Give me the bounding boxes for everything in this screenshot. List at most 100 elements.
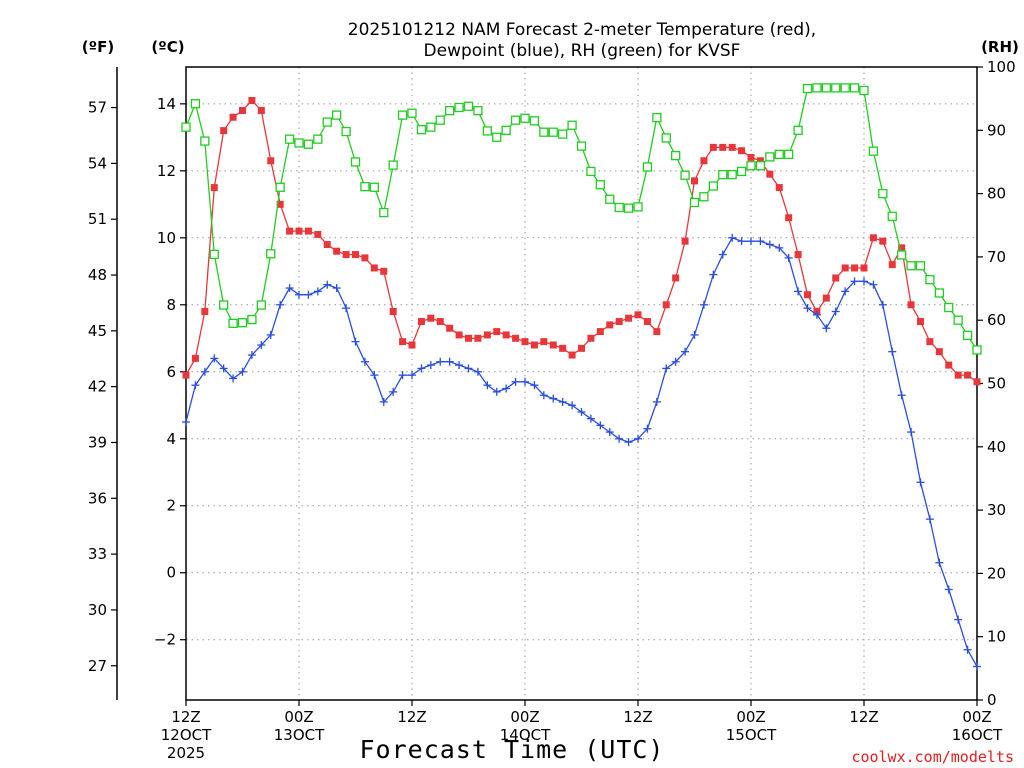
temperature-point — [474, 334, 482, 342]
dewpoint-point — [191, 381, 200, 390]
rh-point — [294, 138, 304, 148]
dewpoint-point — [907, 428, 916, 437]
rh-point — [812, 83, 822, 93]
celsius-unit-label: (ºC) — [151, 38, 184, 56]
celsius-tick-label: 6 — [166, 363, 176, 381]
dewpoint-point — [888, 347, 897, 356]
temperature-point — [342, 251, 350, 259]
rh-point — [454, 102, 464, 113]
celsius-tick-label: 14 — [157, 95, 176, 113]
fahrenheit-axis-ticks: 27 30 33 36 39 42 45 48 51 54 57 — [88, 99, 117, 675]
rh-tick-label: 50 — [987, 375, 1006, 393]
dewpoint-point — [398, 371, 407, 380]
temperature-point — [361, 254, 369, 262]
dewpoint-point — [436, 357, 445, 366]
rh-point — [699, 192, 709, 202]
celsius-tick-label: 8 — [166, 296, 176, 314]
rh-point — [934, 288, 944, 298]
dewpoint-point — [426, 361, 435, 370]
dewpoint-point — [728, 233, 737, 242]
time-tick-label: 00Z — [736, 708, 765, 726]
dewpoint-point — [869, 280, 878, 289]
temperature-point — [540, 338, 548, 346]
dewpoint-point — [549, 394, 558, 403]
temperature-point — [926, 338, 934, 346]
rh-point — [708, 181, 718, 191]
dewpoint-point — [379, 397, 388, 406]
rh-point — [426, 122, 436, 132]
chart-title-line2: Dewpoint (blue), RH (green) for KVSF — [424, 41, 741, 61]
rh-point — [350, 157, 361, 167]
temperature-point — [446, 324, 454, 332]
temperature-point — [898, 244, 906, 252]
dewpoint-point — [210, 354, 219, 363]
dewpoint-point — [200, 367, 209, 376]
temperature-point — [672, 274, 680, 282]
celsius-axis-ticks: −2 0 2 4 6 8 10 12 14 — [154, 95, 186, 649]
dewpoint-point — [690, 330, 699, 339]
rh-point — [548, 127, 558, 137]
rh-point — [623, 203, 634, 213]
temperature-point — [201, 307, 209, 315]
rh-point — [793, 125, 803, 135]
dewpoint-point — [577, 407, 586, 416]
time-tick-label: 12Z — [849, 708, 878, 726]
rh-point — [181, 122, 191, 132]
dewpoint-point — [973, 662, 981, 671]
temperature-point — [210, 184, 218, 192]
temperature-point — [239, 107, 246, 115]
rh-point — [237, 318, 248, 328]
dewpoint-point — [634, 434, 642, 443]
temperature-point — [756, 157, 764, 165]
date-tick-label: 13OCT — [274, 726, 325, 744]
dewpoint-point — [408, 371, 416, 380]
temperature-point — [615, 318, 623, 326]
rh-tick-label: 100 — [987, 58, 1016, 76]
dewpoint-point — [417, 364, 426, 373]
temperature-point — [436, 318, 444, 326]
rh-tick-label: 40 — [987, 438, 1006, 456]
dewpoint-point — [671, 357, 680, 366]
dewpoint-point — [709, 270, 718, 279]
dewpoint-point — [944, 585, 953, 594]
temperature-point — [559, 344, 567, 352]
temperature-point — [389, 307, 397, 315]
temperature-point — [370, 264, 378, 272]
date-tick-label: 14OCT — [500, 726, 551, 744]
rh-point — [736, 166, 747, 177]
dewpoint-point — [794, 287, 803, 296]
rh-point — [718, 169, 728, 180]
rh-point — [897, 250, 907, 260]
rh-point — [200, 136, 210, 146]
dewpoint-point — [963, 645, 972, 654]
temperature-point — [257, 107, 265, 115]
dewpoint-point — [596, 421, 605, 430]
temperature-point — [719, 143, 727, 151]
dewpoint-point — [605, 428, 614, 437]
rh-point — [397, 110, 408, 120]
rh-point — [831, 83, 841, 93]
dewpoint-point — [351, 337, 360, 346]
dewpoint-point — [775, 243, 784, 252]
rh-point — [445, 106, 455, 116]
temperature-point — [587, 334, 595, 342]
dewpoint-line — [185, 237, 978, 667]
rh-point — [190, 99, 201, 109]
rh-point — [868, 146, 879, 156]
temperature-point — [822, 294, 830, 302]
dewpoint-point — [737, 237, 746, 246]
rh-line — [185, 87, 978, 351]
dewpoint-point — [360, 357, 369, 366]
rh-point — [492, 132, 502, 142]
dewpoint-point — [850, 277, 859, 286]
rh-point — [962, 330, 973, 341]
dewpoint-point — [841, 287, 850, 296]
dewpoint-point — [238, 367, 247, 376]
dewpoint-point — [662, 364, 671, 373]
rh-point — [821, 83, 831, 93]
celsius-tick-label: 0 — [166, 564, 176, 582]
dewpoint-point — [257, 340, 266, 349]
dewpoint-point — [568, 401, 577, 410]
celsius-tick-label: 12 — [157, 162, 176, 180]
